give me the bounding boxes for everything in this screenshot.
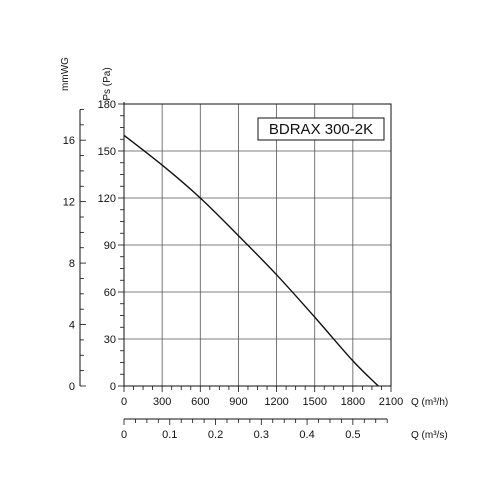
y-tick-label: 180 (98, 99, 116, 111)
y-tick-label: 150 (98, 146, 116, 158)
chart-title-box: BDRAX 300-2K (257, 117, 385, 141)
x-tick-label: 600 (191, 396, 209, 408)
y2-tick-label: 4 (69, 320, 75, 332)
y-tick-label: 90 (104, 240, 116, 252)
y2-tick-label: 16 (63, 135, 75, 147)
y2-tick-label: 0 (69, 381, 75, 393)
series-line (123, 134, 379, 387)
chart-title: BDRAX 300-2K (269, 121, 373, 138)
x-axis-label: Q (m³/h) (411, 397, 448, 408)
y-tick-label: 120 (98, 193, 116, 205)
y-tick-label: 30 (104, 334, 116, 346)
grid (124, 103, 392, 386)
y2-tick-label: 8 (69, 258, 75, 270)
y-tick-label: 60 (104, 287, 116, 299)
x-tick-label: 1200 (264, 396, 288, 408)
x2-tick-label: 0.3 (254, 429, 269, 441)
x2-tick-label: 0.4 (299, 429, 314, 441)
x-tick-label: 0 (121, 396, 127, 408)
y-axis-label: Ps (Pa) (102, 67, 113, 100)
chart-title-frame (257, 117, 385, 141)
y-tick-label: 0 (110, 381, 116, 393)
x-tick-label: 300 (153, 396, 171, 408)
x2-tick-label: 0.2 (208, 429, 223, 441)
x-tick-label: 900 (229, 396, 247, 408)
x2-tick-label: 0.1 (162, 429, 177, 441)
x-tick-label: 1500 (302, 396, 326, 408)
x2-tick-label: 0 (121, 429, 127, 441)
axes (79, 102, 392, 425)
x2-tick-label: 0.5 (345, 429, 360, 441)
x-tick-label: 1800 (341, 396, 365, 408)
x2-axis-label: Q (m³/s) (411, 430, 448, 441)
x-tick-label: 2100 (379, 396, 403, 408)
y2-tick-label: 12 (63, 197, 75, 209)
y2-axis-label: mmWG (60, 57, 71, 91)
